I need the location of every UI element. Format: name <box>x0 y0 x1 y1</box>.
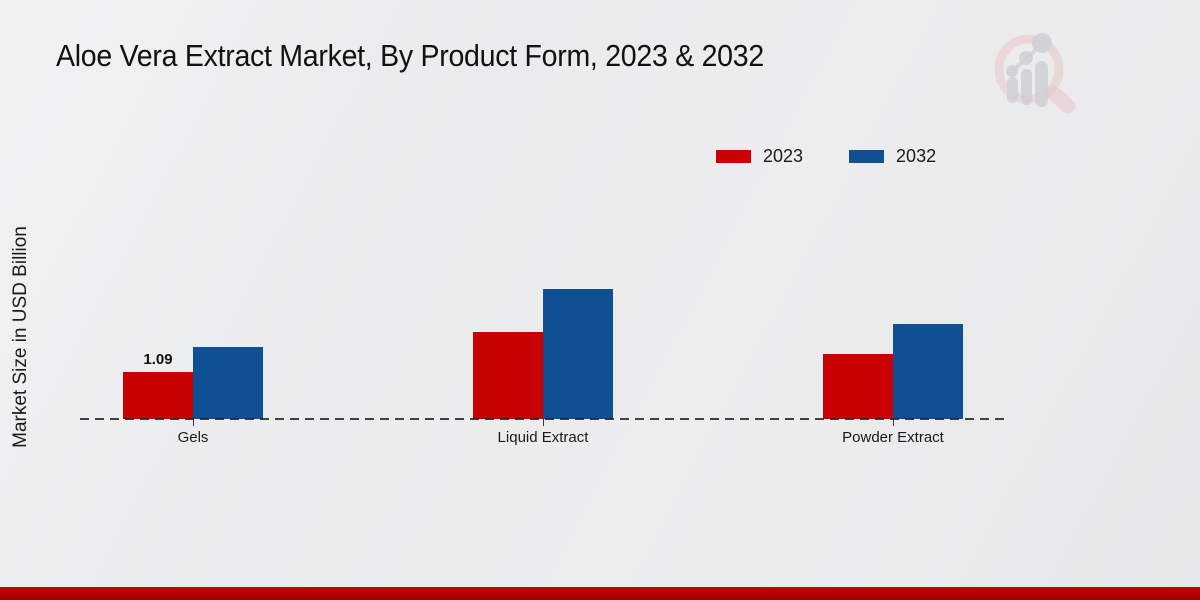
x-axis-baseline <box>80 418 1007 420</box>
bar-2023-liquid-extract <box>473 332 543 419</box>
legend-item-2032: 2032 <box>849 146 936 167</box>
magnifier-bar-chart-logo-icon <box>994 33 1076 114</box>
bottom-accent-bar <box>0 587 1200 600</box>
legend-swatch-2023 <box>716 150 751 163</box>
page-title: Aloe Vera Extract Market, By Product For… <box>56 38 764 73</box>
x-axis-label-powder-extract: Powder Extract <box>842 429 944 446</box>
x-axis-tick-powder-extract <box>893 419 894 426</box>
legend-item-2023: 2023 <box>716 146 803 167</box>
legend-swatch-2032 <box>849 150 885 163</box>
bar-2032-gels <box>193 347 263 419</box>
legend-label-2023: 2023 <box>763 146 804 166</box>
legend: 2023 2032 <box>716 146 936 167</box>
x-axis-tick-liquid-extract <box>543 419 544 426</box>
x-axis-label-gels: Gels <box>177 429 209 446</box>
bar-2032-powder-extract <box>893 324 963 419</box>
x-axis-tick-gels <box>193 419 194 426</box>
x-axis-label-liquid-extract: Liquid Extract <box>497 429 589 446</box>
legend-label-2032: 2032 <box>896 146 937 166</box>
bar-2023-powder-extract <box>823 354 893 419</box>
bar-2032-liquid-extract <box>543 289 613 419</box>
value-label-2023-gels: 1.09 <box>143 351 173 368</box>
bar-2023-gels <box>123 372 193 419</box>
